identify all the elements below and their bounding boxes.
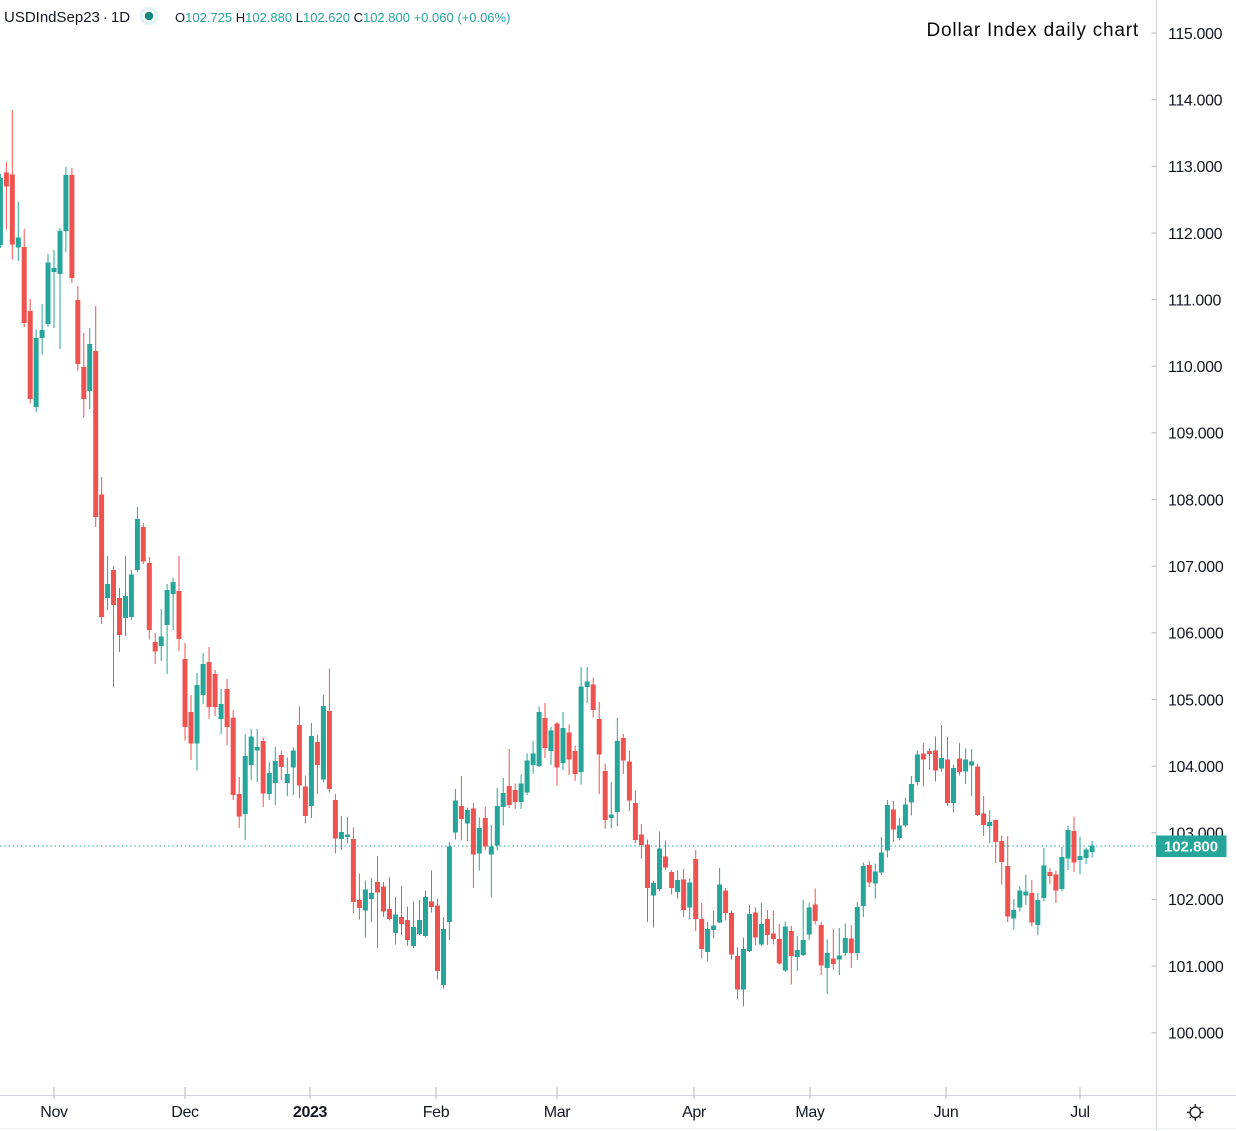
svg-text:Dec: Dec <box>171 1104 199 1121</box>
svg-text:USDIndSep23 · 1D: USDIndSep23 · 1D <box>4 9 130 26</box>
svg-text:112.000: 112.000 <box>1168 226 1223 243</box>
svg-text:105.000: 105.000 <box>1168 692 1224 709</box>
svg-text:102.000: 102.000 <box>1168 892 1224 909</box>
svg-text:Jun: Jun <box>934 1104 959 1121</box>
svg-text:Nov: Nov <box>40 1104 68 1121</box>
svg-text:102.800: 102.800 <box>1164 839 1218 856</box>
svg-text:110.000: 110.000 <box>1168 359 1223 376</box>
svg-text:2023: 2023 <box>293 1104 328 1121</box>
svg-text:111.000: 111.000 <box>1168 292 1221 309</box>
svg-text:101.000: 101.000 <box>1168 959 1224 976</box>
svg-text:Apr: Apr <box>682 1104 707 1121</box>
svg-text:107.000: 107.000 <box>1168 559 1224 576</box>
svg-text:109.000: 109.000 <box>1168 426 1224 443</box>
svg-text:108.000: 108.000 <box>1168 492 1224 509</box>
svg-text:100.000: 100.000 <box>1168 1026 1224 1043</box>
svg-text:Mar: Mar <box>544 1104 572 1121</box>
svg-text:Jul: Jul <box>1070 1104 1089 1121</box>
svg-text:O102.725 H102.880 L102.620 C10: O102.725 H102.880 L102.620 C102.800 +0.0… <box>175 10 510 25</box>
svg-text:106.000: 106.000 <box>1168 626 1224 643</box>
svg-text:Feb: Feb <box>423 1104 450 1121</box>
svg-text:104.000: 104.000 <box>1168 759 1224 776</box>
svg-text:May: May <box>795 1104 825 1121</box>
svg-text:115.000: 115.000 <box>1168 26 1223 43</box>
svg-text:114.000: 114.000 <box>1168 93 1223 110</box>
svg-text:113.000: 113.000 <box>1168 159 1223 176</box>
svg-text:Dollar Index daily chart: Dollar Index daily chart <box>927 20 1139 41</box>
